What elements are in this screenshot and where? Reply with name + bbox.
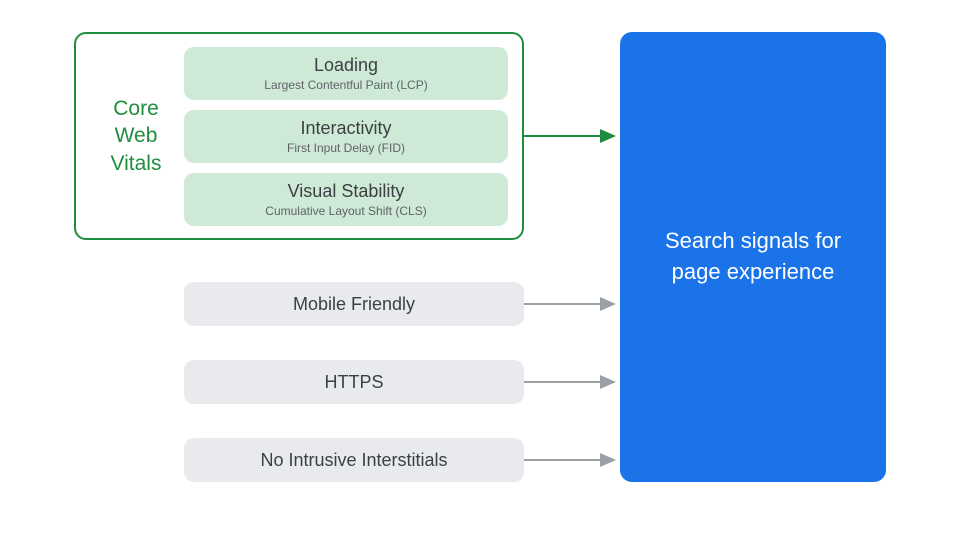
cwv-metric-title: Visual Stability [196, 181, 496, 202]
destination-box: Search signals for page experience [620, 32, 886, 482]
cwv-metric-title: Loading [196, 55, 496, 76]
signal-pill-1: HTTPS [184, 360, 524, 404]
cwv-metric-0: Loading Largest Contentful Paint (LCP) [184, 47, 508, 100]
signal-pill-0: Mobile Friendly [184, 282, 524, 326]
destination-text: Search signals for page experience [640, 226, 866, 288]
core-web-vitals-metrics: Loading Largest Contentful Paint (LCP) Int… [184, 47, 508, 226]
signal-label: HTTPS [324, 372, 383, 393]
signal-pill-2: No Intrusive Interstitials [184, 438, 524, 482]
cwv-metric-2: Visual Stability Cumulative Layout Shift … [184, 173, 508, 226]
cwv-metric-subtitle: First Input Delay (FID) [196, 141, 496, 155]
core-web-vitals-box: CoreWebVitals Loading Largest Contentful … [74, 32, 524, 240]
signal-label: No Intrusive Interstitials [260, 450, 447, 471]
core-web-vitals-label: CoreWebVitals [88, 95, 184, 177]
cwv-metric-subtitle: Cumulative Layout Shift (CLS) [196, 204, 496, 218]
cwv-metric-title: Interactivity [196, 118, 496, 139]
page-experience-diagram: CoreWebVitals Loading Largest Contentful … [0, 0, 960, 540]
cwv-metric-1: Interactivity First Input Delay (FID) [184, 110, 508, 163]
cwv-metric-subtitle: Largest Contentful Paint (LCP) [196, 78, 496, 92]
signal-label: Mobile Friendly [293, 294, 415, 315]
